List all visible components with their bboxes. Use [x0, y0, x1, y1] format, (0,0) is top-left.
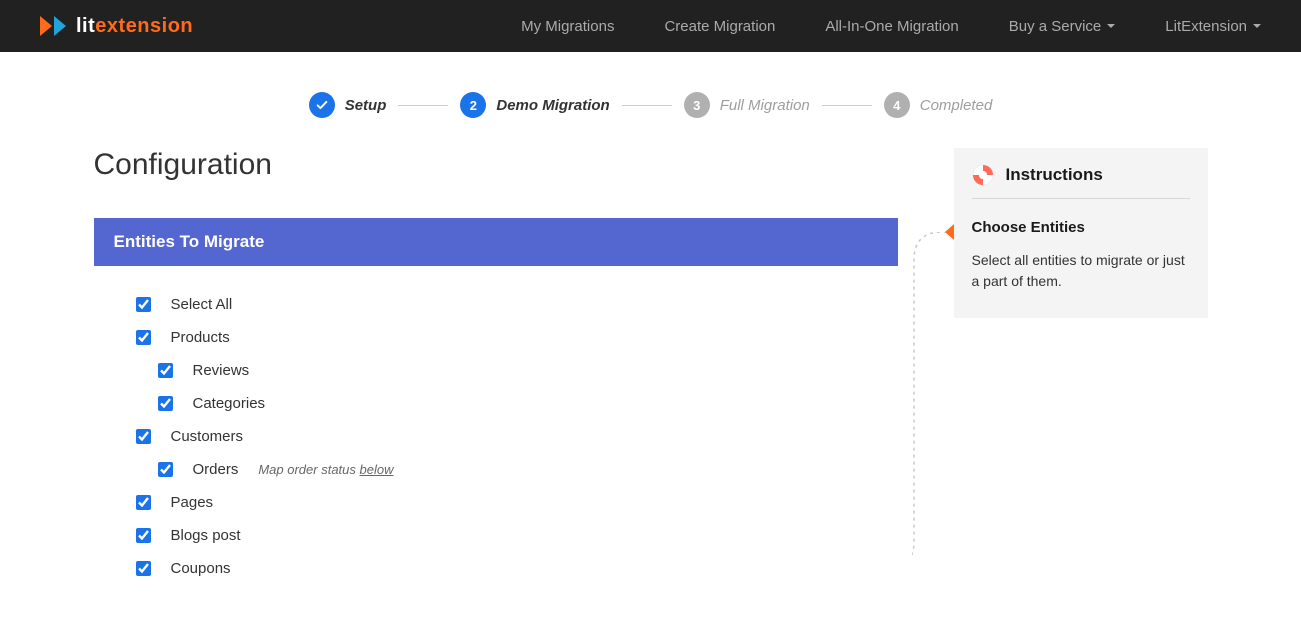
sidebar-subtitle: Choose Entities [972, 219, 1190, 236]
nav-buy-service[interactable]: Buy a Service [1009, 18, 1116, 35]
header: litextension My Migrations Create Migrat… [0, 0, 1301, 52]
progress-steps: Setup 2 Demo Migration 3 Full Migration … [309, 92, 993, 118]
entity-blogs-post: Blogs post [136, 527, 898, 544]
entity-label: Blogs post [171, 527, 241, 544]
entity-coupons: Coupons [136, 560, 898, 577]
nav-label: Create Migration [664, 18, 775, 35]
step-full-migration[interactable]: 3 Full Migration [684, 92, 810, 118]
lifebuoy-icon [972, 164, 994, 186]
entities-list: Select All Products Reviews Categories C… [94, 266, 898, 577]
entity-customers: Customers [136, 428, 898, 445]
section-header-entities: Entities To Migrate [94, 218, 898, 266]
note-link-below[interactable]: below [360, 462, 394, 477]
entity-label: Orders [193, 461, 239, 478]
sidebar-title-row: Instructions [972, 164, 1190, 199]
steps-wrapper: Setup 2 Demo Migration 3 Full Migration … [0, 52, 1301, 148]
checkbox-coupons[interactable] [136, 561, 151, 576]
entity-categories: Categories [136, 395, 898, 412]
step-label: Setup [345, 97, 387, 114]
nav-all-in-one[interactable]: All-In-One Migration [825, 18, 958, 35]
step-connector [822, 105, 872, 106]
step-connector [398, 105, 448, 106]
checkbox-blogs-post[interactable] [136, 528, 151, 543]
nav-menu: My Migrations Create Migration All-In-On… [521, 18, 1261, 35]
nav-label: LitExtension [1165, 18, 1247, 35]
step-demo-migration[interactable]: 2 Demo Migration [460, 92, 609, 118]
entity-products: Products [136, 329, 898, 346]
step-label: Full Migration [720, 97, 810, 114]
checkbox-orders[interactable] [158, 462, 173, 477]
checkbox-pages[interactable] [136, 495, 151, 510]
entity-label: Products [171, 329, 230, 346]
checkbox-categories[interactable] [158, 396, 173, 411]
nav-my-migrations[interactable]: My Migrations [521, 18, 614, 35]
checkbox-products[interactable] [136, 330, 151, 345]
entity-label: Reviews [193, 362, 250, 379]
step-circle-active: 2 [460, 92, 486, 118]
step-circle-pending: 3 [684, 92, 710, 118]
sidebar-text: Select all entities to migrate or just a… [972, 250, 1190, 292]
checkbox-reviews[interactable] [158, 363, 173, 378]
nav-label: My Migrations [521, 18, 614, 35]
entity-label: Select All [171, 296, 233, 313]
nav-label: All-In-One Migration [825, 18, 958, 35]
entity-reviews: Reviews [136, 362, 898, 379]
entity-pages: Pages [136, 494, 898, 511]
sidebar-title-text: Instructions [1006, 165, 1103, 185]
check-icon [315, 98, 329, 112]
nav-create-migration[interactable]: Create Migration [664, 18, 775, 35]
step-label: Demo Migration [496, 97, 609, 114]
entity-label: Categories [193, 395, 266, 412]
logo[interactable]: litextension [40, 14, 193, 38]
main: Configuration Entities To Migrate Select… [46, 148, 1256, 593]
entity-select-all: Select All [136, 296, 898, 313]
chevron-down-icon [1253, 24, 1261, 28]
logo-icon [40, 14, 68, 38]
dashed-connector [912, 232, 954, 572]
step-setup[interactable]: Setup [309, 92, 387, 118]
sidebar: Instructions Choose Entities Select all … [954, 148, 1208, 318]
checkbox-customers[interactable] [136, 429, 151, 444]
instructions-panel: Instructions Choose Entities Select all … [954, 148, 1208, 318]
nav-label: Buy a Service [1009, 18, 1102, 35]
note-text: Map order status [258, 462, 359, 477]
entity-orders: Orders Map order status below [136, 461, 898, 478]
entity-label: Pages [171, 494, 214, 511]
checkbox-select-all[interactable] [136, 297, 151, 312]
chevron-down-icon [1107, 24, 1115, 28]
sidebar-arrow-icon [945, 224, 954, 240]
logo-text: litextension [76, 15, 193, 38]
step-circle-done [309, 92, 335, 118]
entity-note: Map order status below [258, 462, 393, 477]
entity-label: Customers [171, 428, 244, 445]
page-title: Configuration [94, 148, 898, 182]
nav-litextension[interactable]: LitExtension [1165, 18, 1261, 35]
content: Configuration Entities To Migrate Select… [94, 148, 898, 593]
step-connector [622, 105, 672, 106]
step-circle-pending: 4 [884, 92, 910, 118]
step-label: Completed [920, 97, 993, 114]
sidebar-container: Instructions Choose Entities Select all … [954, 148, 1208, 593]
step-completed[interactable]: 4 Completed [884, 92, 993, 118]
entity-label: Coupons [171, 560, 231, 577]
